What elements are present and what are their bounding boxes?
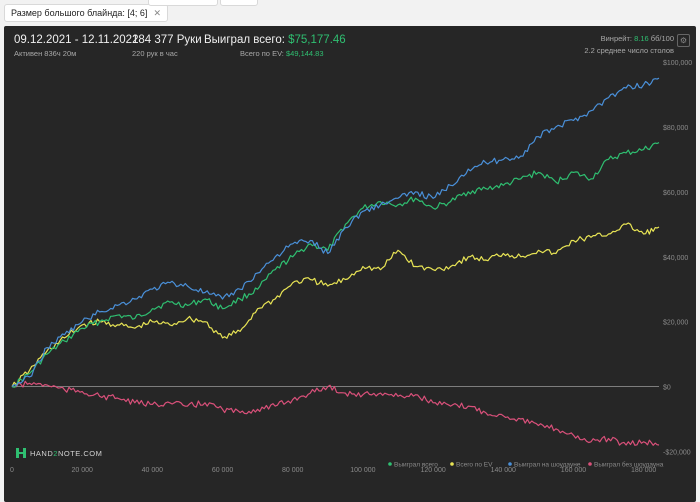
series-line xyxy=(11,77,660,388)
winrate-label: Винрейт: xyxy=(600,34,632,43)
profit-chart: -$20,000 $0 $20,000 $40,000 $60,000 $80,000 $1… xyxy=(10,60,692,474)
legend-marker xyxy=(508,462,512,466)
ev-total-value: $49,144.83 xyxy=(285,49,324,58)
stat-dates: 09.12.2021 - 12.11.2022 Активен 836ч 20м xyxy=(14,34,138,58)
winrate-value: 8.16 xyxy=(634,34,649,43)
x-tick-label: 160 000 xyxy=(561,467,586,474)
y-tick-label: -$20,000 xyxy=(663,450,691,457)
y-tick-label: $60,000 xyxy=(663,190,688,197)
brand-logo: HAND2NOTE.COM xyxy=(16,448,102,458)
x-tick-label: 180 000 xyxy=(631,467,656,474)
y-tick-label: $20,000 xyxy=(663,320,688,327)
x-tick-label: 100 000 xyxy=(350,467,375,474)
series-line xyxy=(11,142,660,388)
toolbar-button[interactable] xyxy=(220,0,258,6)
active-time: Активен 836ч 20м xyxy=(14,49,77,58)
brand-text-right: NOTE.COM xyxy=(57,448,103,458)
x-tick-label: 120 000 xyxy=(420,467,445,474)
stat-winnings: Выиграл всего: $75,177.46 Всего по EV: $… xyxy=(204,34,346,58)
hands-count: 184 377 Руки xyxy=(132,34,202,46)
date-range: 09.12.2021 - 12.11.2022 xyxy=(14,34,139,46)
legend-label: Всего по EV xyxy=(456,462,493,469)
legend-label: Выиграл без шоудауна xyxy=(594,461,664,469)
series-line xyxy=(11,380,660,446)
stat-winrate: Винрейт: 8.16 бб/100 2.2 среднее число с… xyxy=(584,34,674,55)
won-total-label: Выиграл всего: xyxy=(204,34,285,46)
hands-rate: 220 рук в час xyxy=(132,49,178,58)
close-icon[interactable]: ✕ xyxy=(153,7,161,18)
filter-chip-big-blind[interactable]: Размер большого блайнда: [4; 6] ✕ xyxy=(4,4,168,22)
x-tick-label: 0 xyxy=(10,467,14,474)
winrate-unit: бб/100 xyxy=(650,34,674,43)
legend-label: Выиграл всего xyxy=(394,462,438,469)
toolbar-button[interactable] xyxy=(148,0,218,6)
avg-tables: 2.2 среднее число столов xyxy=(584,46,674,55)
logo-icon xyxy=(16,448,26,458)
legend-label: Выиграл на шоудауне xyxy=(514,462,581,469)
x-tick-label: 20 000 xyxy=(71,467,93,474)
gear-icon[interactable]: ⚙ xyxy=(677,34,690,47)
y-tick-label: $80,000 xyxy=(663,125,688,132)
y-tick-label: $40,000 xyxy=(663,255,688,262)
series-line xyxy=(11,222,660,387)
brand-text-left: HAND xyxy=(30,448,54,458)
x-tick-label: 140 000 xyxy=(491,467,516,474)
brand-text-middle: 2 xyxy=(53,448,58,458)
stat-hands: 184 377 Руки 220 рук в час xyxy=(132,34,202,58)
top-bar: Размер большого блайнда: [4; 6] ✕ xyxy=(0,0,700,24)
legend-marker xyxy=(450,462,454,466)
graph-panel: 09.12.2021 - 12.11.2022 Активен 836ч 20м… xyxy=(4,26,696,502)
x-tick-label: 60 000 xyxy=(212,467,234,474)
x-tick-label: 40 000 xyxy=(142,467,164,474)
filter-chip-label: Размер большого блайнда: [4; 6] xyxy=(11,8,148,18)
legend-marker xyxy=(588,462,592,466)
legend-marker xyxy=(388,462,392,466)
y-tick-label: $0 xyxy=(663,385,671,392)
y-tick-label: $100,000 xyxy=(663,60,692,67)
ev-total-label: Всего по EV: xyxy=(240,49,284,58)
x-tick-label: 80 000 xyxy=(282,467,304,474)
won-total-value: $75,177.46 xyxy=(288,34,346,46)
